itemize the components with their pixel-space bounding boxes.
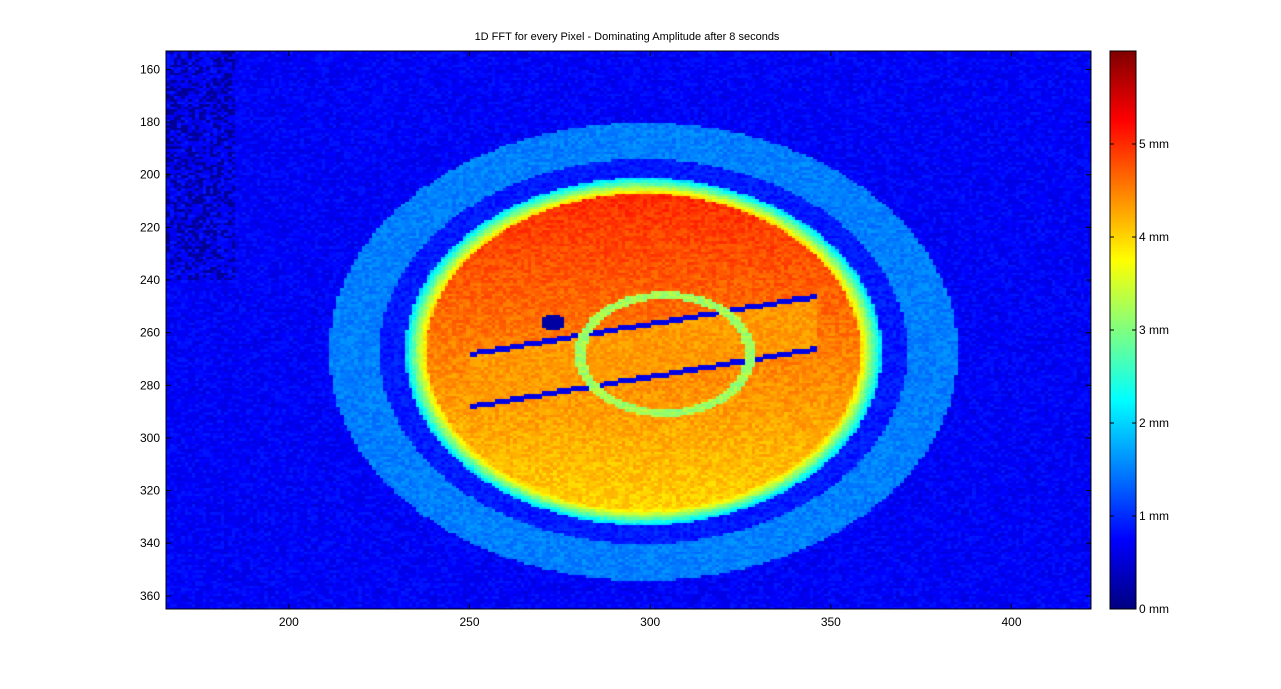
colorbar-tick-label: 4 mm — [1139, 230, 1169, 244]
plot-frame — [165, 50, 1092, 610]
y-tick-label: 340 — [140, 536, 160, 550]
colorbar-tick-label: 0 mm — [1139, 602, 1169, 616]
y-tick-label: 220 — [140, 220, 160, 234]
y-tick-label: 240 — [140, 273, 160, 287]
plot-area: 200 250 300 350 400 160 180 200 220 240 260 280 300… — [140, 50, 1092, 629]
chart-title: 1D FFT for every Pixel - Dominating Ampl… — [475, 31, 780, 43]
y-tick-label: 320 — [140, 484, 160, 498]
heatmap-image — [166, 51, 1091, 609]
y-tick-label: 260 — [140, 326, 160, 340]
x-tick-label: 250 — [460, 615, 480, 629]
x-axis: 200 250 300 350 400 — [279, 51, 1022, 629]
y-tick-label: 280 — [140, 378, 160, 392]
y-tick-label: 160 — [140, 62, 160, 76]
colorbar-tick-label: 1 mm — [1139, 509, 1169, 523]
colorbar-ticks: 0 mm 1 mm 2 mm 3 mm 4 mm 5 mm — [1110, 137, 1169, 616]
colorbar-tick-label: 2 mm — [1139, 416, 1169, 430]
colorbar-tick-label: 5 mm — [1139, 137, 1169, 151]
colorbar-gradient — [1110, 51, 1136, 609]
y-tick-label: 360 — [140, 589, 160, 603]
y-tick-label: 200 — [140, 168, 160, 182]
y-tick-label: 300 — [140, 431, 160, 445]
colorbar-tick-label: 3 mm — [1139, 323, 1169, 337]
x-tick-label: 200 — [279, 615, 299, 629]
x-tick-label: 400 — [1001, 615, 1021, 629]
y-tick-label: 180 — [140, 115, 160, 129]
x-tick-label: 300 — [640, 615, 660, 629]
y-axis: 160 180 200 220 240 260 280 300 320 340 360 — [140, 62, 1091, 603]
x-tick-label: 350 — [821, 615, 841, 629]
colorbar: 0 mm 1 mm 2 mm 3 mm 4 mm 5 mm — [1109, 50, 1169, 616]
